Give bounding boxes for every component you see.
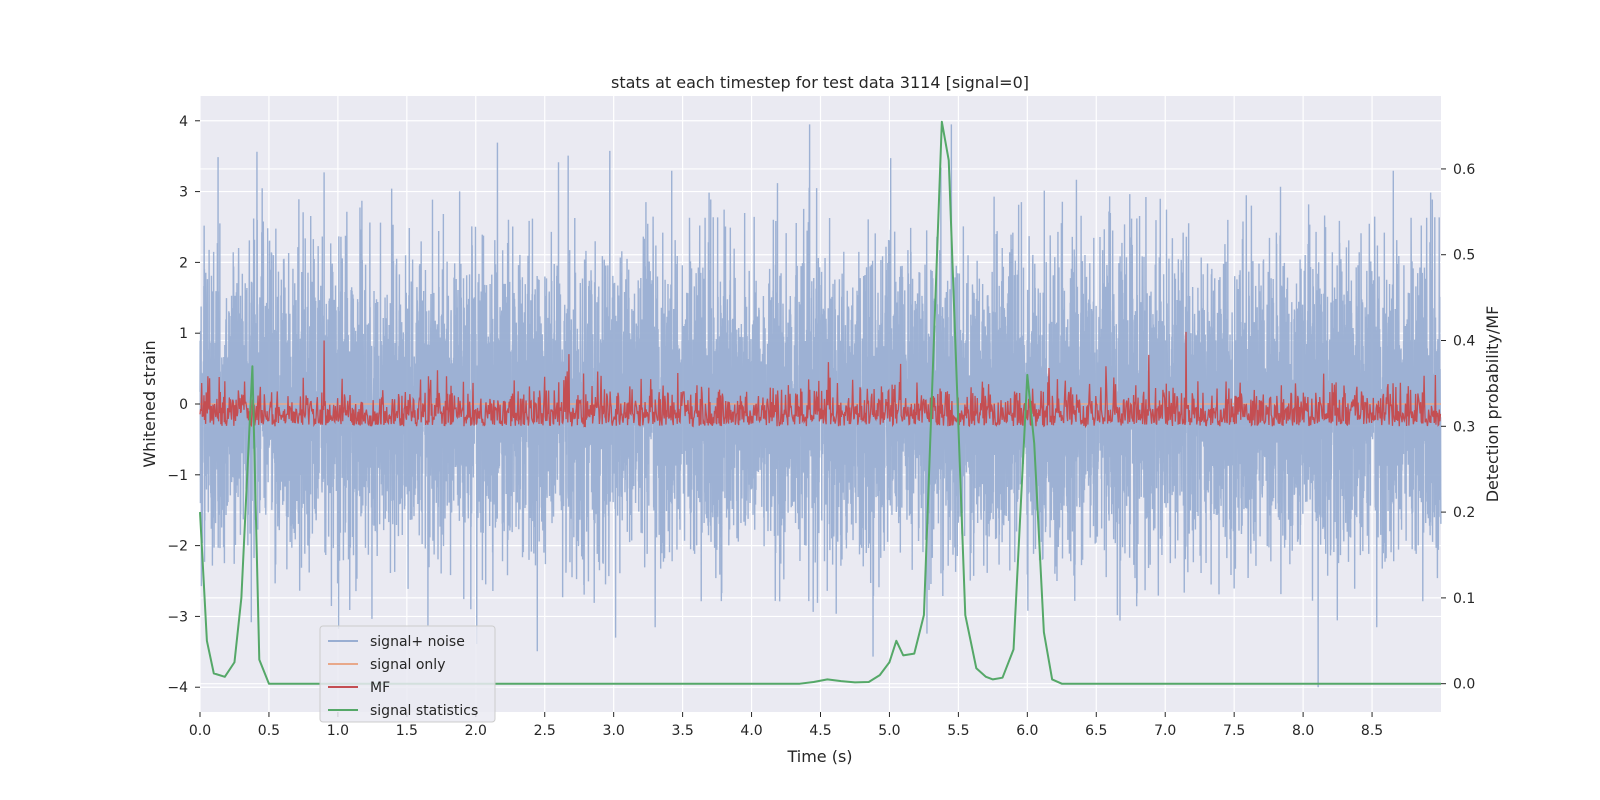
- chart-title: stats at each timestep for test data 311…: [611, 73, 1029, 92]
- x-tick-label: 5.5: [947, 723, 969, 739]
- signal-statistics-series: [199, 120, 1441, 685]
- x-tick-label: 3.0: [603, 723, 625, 739]
- x-tick-label: 7.0: [1154, 723, 1176, 739]
- x-tick-label: 2.0: [465, 723, 487, 739]
- y-tick-label: −2: [167, 539, 188, 555]
- y2-tick-label: 0.4: [1453, 334, 1475, 350]
- x-tick-label: 8.0: [1292, 723, 1314, 739]
- x-tick-label: 6.5: [1085, 723, 1107, 739]
- x-tick-label: 1.0: [327, 723, 349, 739]
- x-tick-label: 4.0: [740, 723, 762, 739]
- y-tick-label: 1: [179, 326, 188, 342]
- y-tick-label: −4: [167, 680, 188, 696]
- x-tick-label: 3.5: [671, 723, 693, 739]
- x-tick-label: 4.5: [809, 723, 831, 739]
- signal-plus-noise-line: [199, 124, 1442, 688]
- y2-tick-label: 0.0: [1453, 677, 1475, 693]
- legend-label: signal statistics: [370, 703, 478, 719]
- mf-series: [199, 331, 1442, 429]
- x-tick-label: 5.0: [878, 723, 900, 739]
- y-tick-label: 0: [179, 397, 188, 413]
- y2-axis-ticks: 0.6 0.5 0.4 0.3 0.2 0.1 0.0: [1441, 162, 1475, 693]
- legend-label: MF: [370, 680, 390, 696]
- y-tick-label: 3: [179, 185, 188, 201]
- y-axis-ticks: 4 3 2 1 0 −1 −2 −3 −4: [167, 114, 200, 696]
- y2-tick-label: 0.6: [1453, 162, 1475, 178]
- x-tick-label: 1.5: [396, 723, 418, 739]
- x-tick-label: 8.5: [1361, 723, 1383, 739]
- y-tick-label: 4: [179, 114, 188, 130]
- y-tick-label: −3: [167, 609, 188, 625]
- mf-line: [199, 331, 1442, 429]
- x-tick-label: 0.0: [189, 723, 211, 739]
- y2-axis-label: Detection probability/MF: [1483, 306, 1502, 503]
- signal-plus-noise-series: [199, 124, 1442, 688]
- y2-tick-label: 0.2: [1453, 505, 1475, 521]
- y-tick-label: −1: [167, 468, 188, 484]
- y2-tick-label: 0.1: [1453, 591, 1475, 607]
- legend: signal+ noise signal only MF signal statist…: [319, 625, 496, 723]
- legend-box: [319, 625, 496, 723]
- y-axis-label: Whitened strain: [140, 340, 159, 467]
- x-tick-label: 0.5: [258, 723, 280, 739]
- x-axis-ticks: 0.0 0.5 1.0 1.5 2.0 2.5 3.0 3.5 4.0 4.5 5.0 5.5 6.0 6…: [189, 712, 1383, 739]
- x-tick-label: 6.0: [1016, 723, 1038, 739]
- legend-label: signal only: [370, 657, 445, 673]
- y2-tick-label: 0.3: [1453, 419, 1475, 435]
- signal-statistics-line: [199, 120, 1441, 685]
- x-tick-label: 2.5: [534, 723, 556, 739]
- x-tick-label: 7.5: [1223, 723, 1245, 739]
- legend-label: signal+ noise: [370, 634, 465, 650]
- x-axis-label: Time (s): [786, 747, 852, 766]
- y-tick-label: 2: [179, 255, 188, 271]
- y2-tick-label: 0.5: [1453, 248, 1475, 264]
